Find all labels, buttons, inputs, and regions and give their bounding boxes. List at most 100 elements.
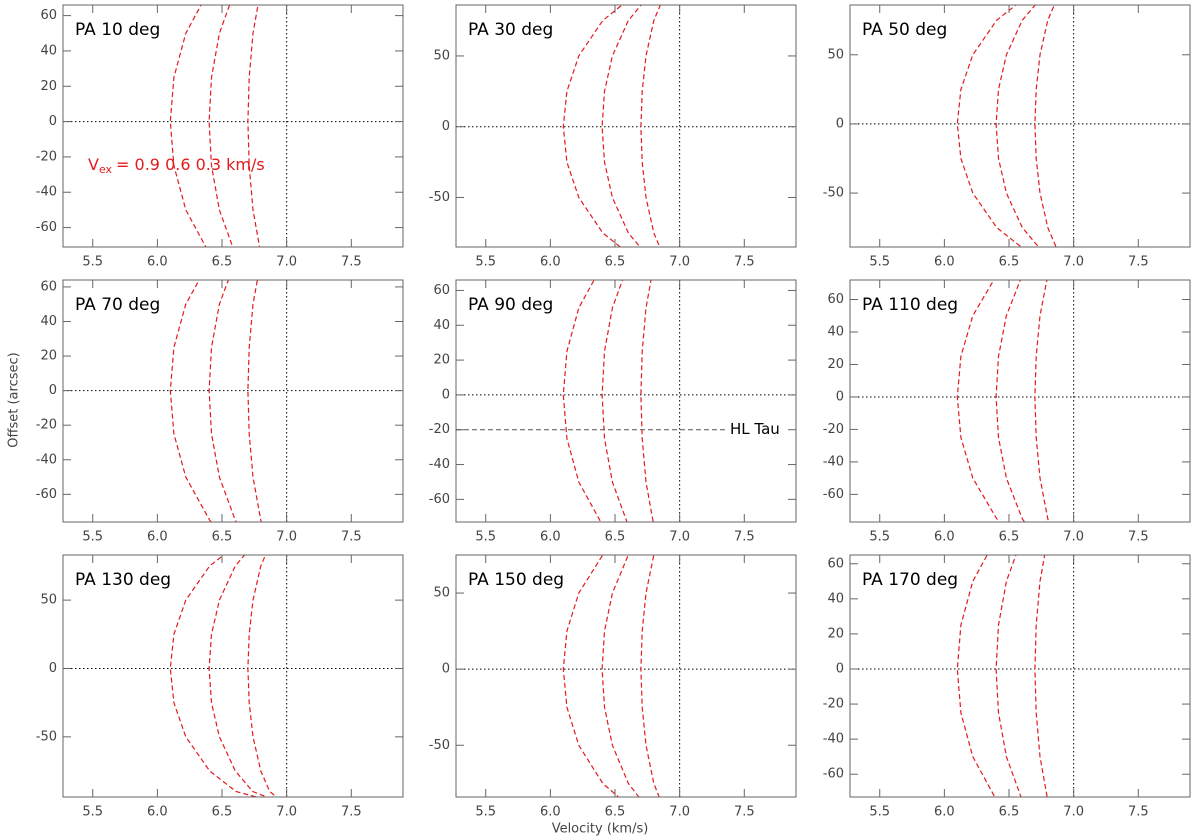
plot-frame — [849, 4, 1191, 248]
x-tick-label: 6.5 — [999, 255, 1020, 270]
y-tick-label: 20 — [827, 626, 844, 641]
x-tick-label: 6.5 — [212, 805, 233, 820]
x-tick-label: 7.0 — [1063, 530, 1084, 545]
x-tick-label: 5.5 — [475, 255, 496, 270]
y-tick-label: 0 — [442, 387, 450, 402]
model-curve — [995, 555, 1022, 797]
panel-title: PA 50 deg — [862, 20, 947, 40]
x-tick-label: 7.5 — [734, 805, 755, 820]
y-tick-label: -40 — [36, 185, 57, 200]
x-tick-label: 7.5 — [341, 530, 362, 545]
y-tick-label: 0 — [49, 114, 57, 129]
y-tick-label: 20 — [40, 349, 57, 364]
y-tick-label: 0 — [442, 119, 450, 134]
y-tick-label: 0 — [49, 383, 57, 398]
y-tick-label: -60 — [36, 487, 57, 502]
panel-title: PA 90 deg — [468, 295, 553, 315]
model-curve — [956, 555, 996, 797]
model-curve — [169, 280, 213, 522]
y-tick-label: 0 — [836, 116, 844, 131]
x-tick-label: 6.0 — [147, 255, 168, 270]
vex-subscript: ex — [99, 163, 113, 176]
x-tick-label: 6.0 — [147, 530, 168, 545]
y-tick-label: 20 — [40, 79, 57, 94]
x-tick-label: 7.0 — [276, 255, 297, 270]
y-tick-label: 40 — [433, 318, 450, 333]
x-tick-label: 7.5 — [1128, 530, 1149, 545]
x-axis-label: Velocity (km/s) — [552, 822, 649, 837]
x-tick-label: 6.5 — [605, 530, 626, 545]
y-tick-label: -50 — [36, 729, 57, 744]
plot-frame — [455, 4, 797, 248]
model-curve — [1034, 5, 1057, 247]
model-curve — [1034, 280, 1050, 522]
plot-frame — [455, 554, 797, 798]
model-curve — [1034, 555, 1048, 797]
y-tick-label: -50 — [429, 738, 450, 753]
model-curve — [247, 555, 278, 797]
source-label: HL Tau — [730, 420, 780, 438]
x-tick-label: 7.5 — [734, 530, 755, 545]
vex-annotation: Vex = 0.9 0.6 0.3 km/s — [88, 155, 265, 177]
plot-frame — [455, 279, 797, 523]
model-curve — [562, 5, 623, 247]
x-tick-label: 5.5 — [82, 805, 103, 820]
panel-title: PA 170 deg — [862, 570, 958, 590]
y-tick-label: -60 — [429, 492, 450, 507]
x-tick-label: 6.5 — [605, 255, 626, 270]
y-tick-label: -60 — [823, 487, 844, 502]
y-tick-label: -40 — [823, 732, 844, 747]
model-curve — [956, 280, 1002, 522]
x-tick-label: 6.0 — [540, 805, 561, 820]
x-tick-label: 5.5 — [869, 530, 890, 545]
y-tick-label: 0 — [442, 662, 450, 677]
x-tick-label: 7.5 — [1128, 805, 1149, 820]
model-curve — [640, 5, 661, 247]
x-tick-label: 6.0 — [934, 805, 955, 820]
model-curve — [995, 280, 1026, 522]
plot-frame — [62, 279, 404, 523]
y-tick-label: 0 — [836, 389, 844, 404]
x-tick-label: 7.0 — [669, 255, 690, 270]
vex-values: = 0.9 0.6 0.3 km/s — [116, 155, 265, 174]
x-tick-label: 5.5 — [82, 255, 103, 270]
y-tick-label: -20 — [36, 149, 57, 164]
vex-symbol: V — [88, 155, 99, 174]
x-tick-label: 6.0 — [540, 255, 561, 270]
model-curve — [208, 280, 238, 522]
x-tick-label: 6.0 — [934, 530, 955, 545]
x-tick-label: 5.5 — [82, 530, 103, 545]
panel: 5.5 6.0 6.5 7.0 7.5 -60 -40 -20 0 20 40 60 PA 90 deg… — [429, 279, 797, 545]
x-tick-label: 5.5 — [869, 805, 890, 820]
y-tick-label: 60 — [827, 292, 844, 307]
x-tick-label: 7.0 — [669, 530, 690, 545]
panel: 5.5 6.0 6.5 7.0 7.5 -50 0 50 PA 50 deg — [823, 4, 1191, 270]
y-tick-label: 60 — [433, 283, 450, 298]
y-tick-label: 50 — [433, 586, 450, 601]
x-tick-label: 7.5 — [734, 255, 755, 270]
model-curve — [601, 280, 628, 522]
y-tick-label: 40 — [827, 591, 844, 606]
model-curve — [956, 5, 1023, 247]
model-curve — [247, 5, 261, 247]
x-tick-label: 7.5 — [341, 805, 362, 820]
y-tick-label: -20 — [823, 422, 844, 437]
x-tick-label: 6.5 — [212, 530, 233, 545]
model-curve — [169, 5, 207, 247]
x-tick-label: 7.0 — [1063, 255, 1084, 270]
y-tick-label: 40 — [827, 324, 844, 339]
x-tick-label: 5.5 — [475, 530, 496, 545]
x-tick-label: 7.5 — [341, 255, 362, 270]
model-curve — [562, 555, 620, 797]
x-tick-label: 7.0 — [276, 805, 297, 820]
x-tick-label: 6.5 — [212, 255, 233, 270]
y-tick-label: -50 — [823, 186, 844, 201]
y-tick-label: -60 — [36, 220, 57, 235]
y-tick-label: -40 — [823, 454, 844, 469]
x-tick-label: 6.0 — [934, 255, 955, 270]
panel-title: PA 10 deg — [75, 20, 160, 40]
y-tick-label: -20 — [823, 697, 844, 712]
x-tick-label: 7.5 — [1128, 255, 1149, 270]
plot-frame — [62, 554, 404, 798]
